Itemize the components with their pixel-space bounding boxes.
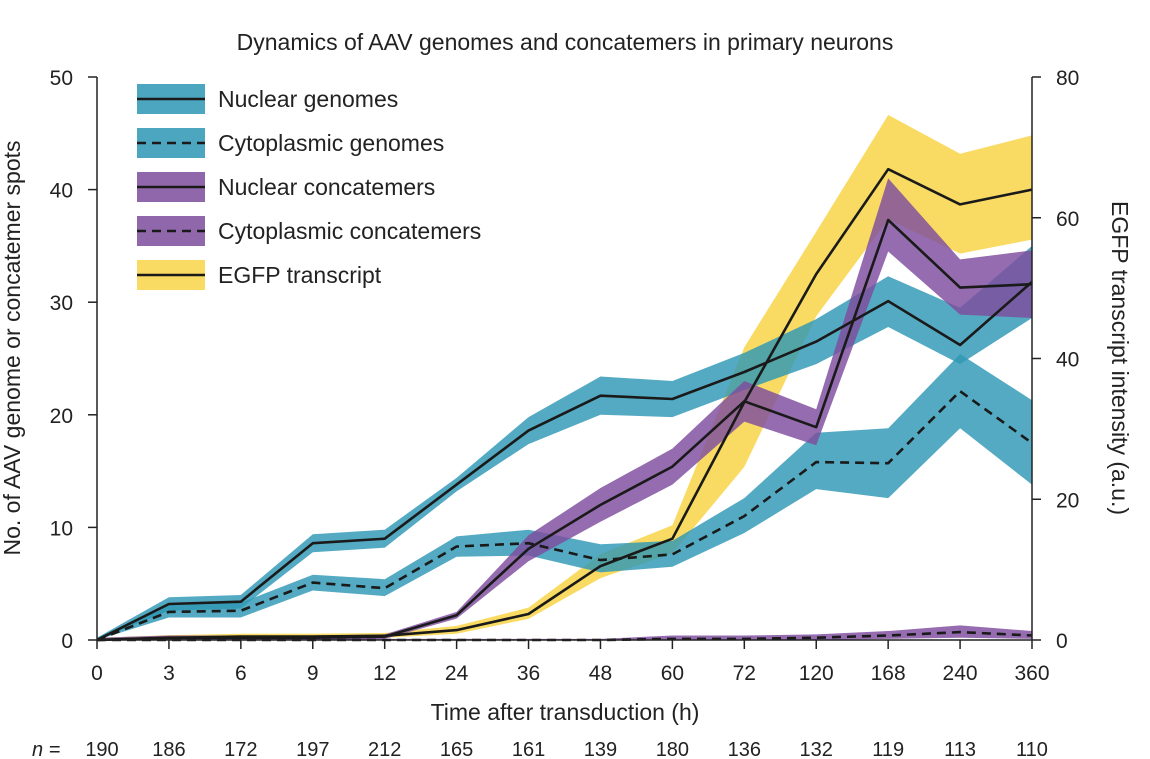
legend-label-nuclear-genomes: Nuclear genomes: [218, 86, 398, 112]
x-axis-label: Time after transduction (h): [431, 699, 700, 725]
n-value-240: 113: [944, 739, 976, 759]
n-prefix: n =: [32, 739, 60, 759]
legend-label-cytoplasmic-concatemers: Cytoplasmic concatemers: [218, 218, 481, 244]
chart-title: Dynamics of AAV genomes and concatemers …: [237, 29, 894, 55]
left-y-tick-label-40: 40: [50, 180, 73, 203]
legend-item-egfp-transcript: EGFP transcript: [137, 260, 382, 290]
right-y-tick-label-80: 80: [1056, 67, 1079, 90]
sample-size-row: n = 190 186 172 197 212 165 161 139 180 136 132 119…: [32, 739, 1048, 759]
right-y-tick-label-20: 20: [1056, 489, 1079, 512]
n-value-3: 186: [152, 739, 185, 759]
x-tick-label-24: 24: [445, 662, 469, 685]
legend-item-nuclear-concatemers: Nuclear concatemers: [137, 172, 435, 202]
x-tick-label-120: 120: [799, 662, 834, 685]
n-value-60: 180: [656, 739, 689, 759]
x-tick-label-60: 60: [661, 662, 684, 685]
n-value-360: 110: [1016, 739, 1048, 759]
line-nuclear-genomes: [96, 280, 1033, 642]
right-y-tick-label-0: 0: [1056, 630, 1068, 653]
x-tick-label-0: 0: [91, 662, 103, 685]
n-value-36: 161: [512, 739, 545, 759]
n-value-120: 132: [800, 739, 833, 759]
n-value-12: 212: [368, 739, 401, 759]
right-y-tick-label-40: 40: [1056, 349, 1079, 372]
x-tick-label-48: 48: [589, 662, 612, 685]
n-value-72: 136: [728, 739, 761, 759]
x-tick-label-240: 240: [943, 662, 978, 685]
x-tick-label-72: 72: [733, 662, 756, 685]
left-y-tick-label-30: 30: [50, 292, 73, 315]
x-tick-label-36: 36: [517, 662, 540, 685]
legend-label-egfp-transcript: EGFP transcript: [218, 262, 382, 288]
left-y-tick-label-50: 50: [50, 67, 73, 90]
legend-label-nuclear-concatemers: Nuclear concatemers: [218, 174, 435, 200]
x-tick-label-6: 6: [235, 662, 247, 685]
n-value-0: 190: [85, 739, 118, 759]
x-tick-label-360: 360: [1014, 662, 1049, 685]
legend: Nuclear genomes Cytoplasmic genomes Nuclea…: [137, 84, 481, 290]
legend-label-cytoplasmic-genomes: Cytoplasmic genomes: [218, 130, 444, 156]
right-y-tick-label-60: 60: [1056, 208, 1079, 231]
ticks: 0 3 6 9 12 24 36 48 60 72 120 168 240 360010203040500…: [50, 67, 1080, 685]
left-y-tick-label-20: 20: [50, 405, 73, 428]
x-tick-label-9: 9: [307, 662, 319, 685]
band-cytoplasmic-concatemers: [97, 625, 1032, 640]
line-nuclear-concatemers: [96, 218, 1033, 642]
left-y-tick-label-0: 0: [61, 630, 73, 653]
right-y-axis-label: EGFP transcript intensity (a.u.): [1107, 201, 1133, 515]
x-tick-label-168: 168: [871, 662, 906, 685]
n-value-48: 139: [584, 739, 617, 759]
legend-item-cytoplasmic-genomes: Cytoplasmic genomes: [137, 128, 444, 158]
legend-item-nuclear-genomes: Nuclear genomes: [137, 84, 398, 114]
band-egfp-transcript: [97, 115, 1032, 640]
x-tick-label-12: 12: [373, 662, 396, 685]
n-value-6: 172: [224, 739, 257, 759]
left-y-tick-label-10: 10: [50, 517, 73, 540]
n-value-24: 165: [440, 739, 473, 759]
x-tick-label-3: 3: [163, 662, 175, 685]
n-value-168: 119: [872, 739, 904, 759]
legend-item-cytoplasmic-concatemers: Cytoplasmic concatemers: [137, 216, 481, 246]
n-value-9: 197: [296, 739, 329, 759]
line-cytoplasmic-genomes: [96, 389, 1033, 642]
left-y-axis-label: No. of AAV genome or concatemer spots: [0, 140, 25, 555]
